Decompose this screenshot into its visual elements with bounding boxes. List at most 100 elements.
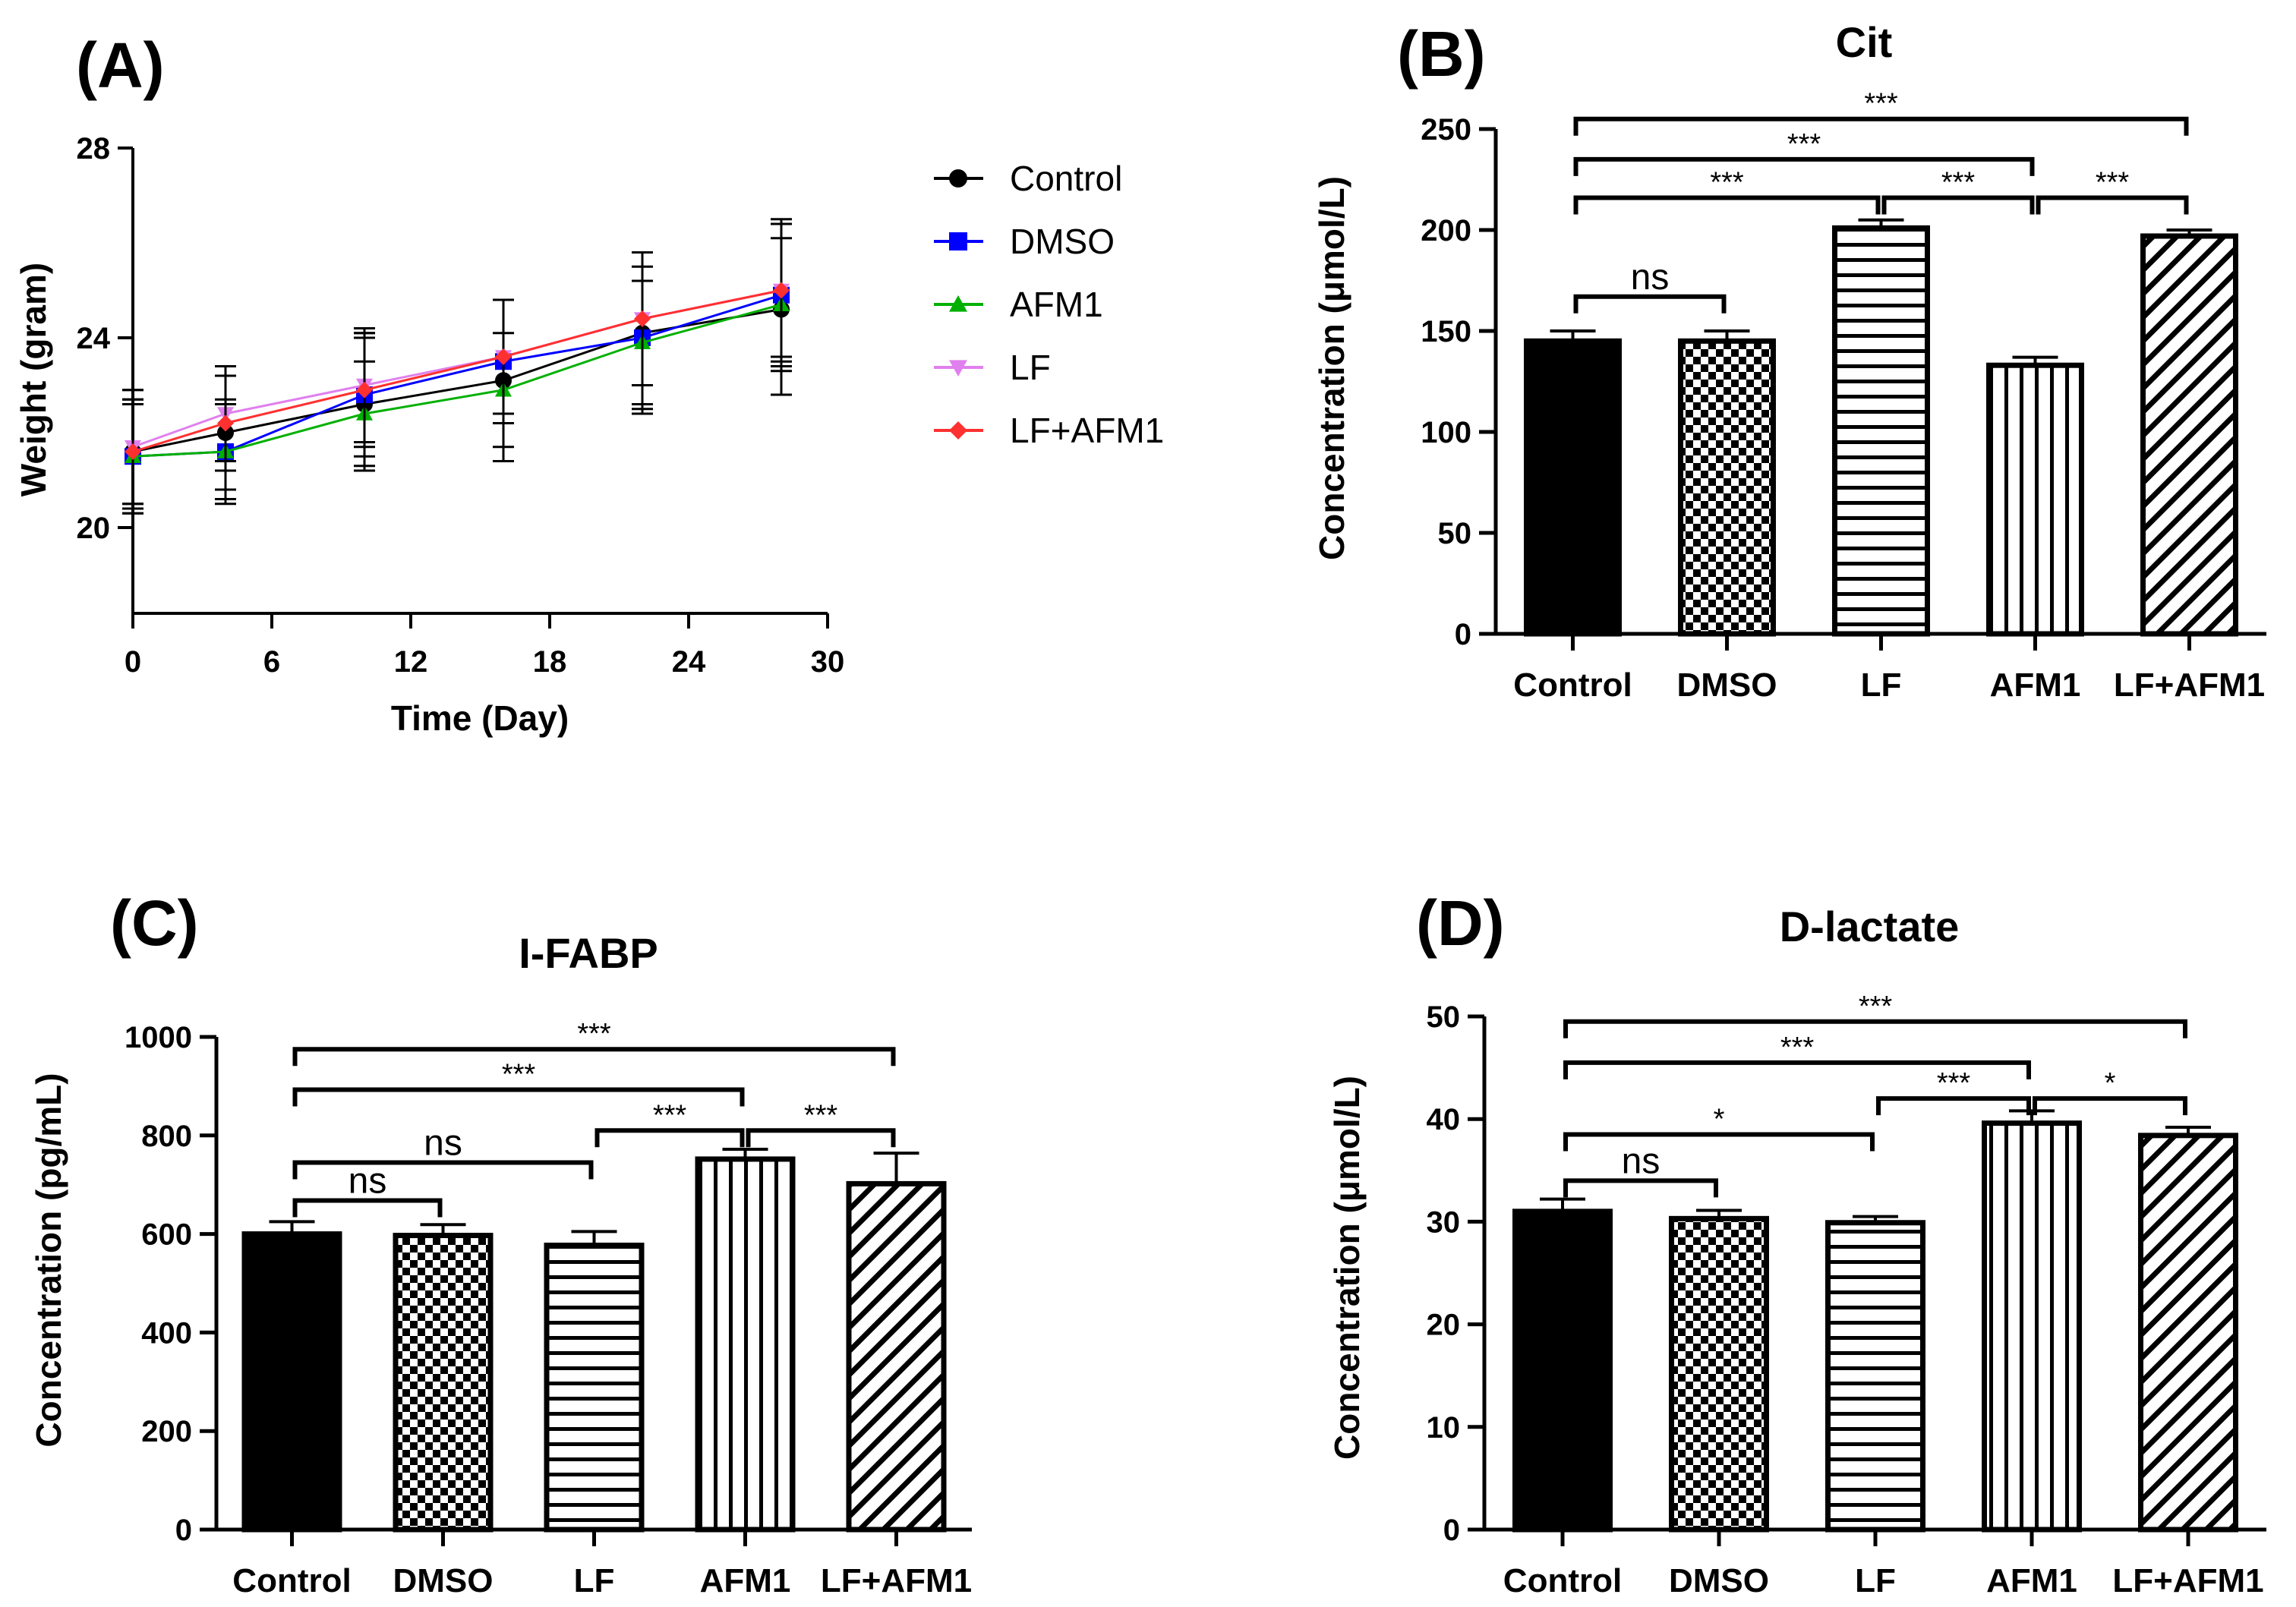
panel-c-category-label: AFM1 xyxy=(700,1562,791,1599)
legend-marker xyxy=(949,232,967,251)
panel-b-ytick-label: 100 xyxy=(1421,416,1471,449)
panel-c-category-label: Control xyxy=(232,1562,351,1599)
panel-c-significance-label: *** xyxy=(577,1018,611,1050)
panel-d-bar-control xyxy=(1512,1208,1613,1533)
panel-d-bar-lf xyxy=(1825,1220,1925,1533)
panel-b-significance-label: *** xyxy=(1864,88,1898,120)
panel-d-significance-bracket xyxy=(1876,1096,2031,1116)
panel-d-category-label: AFM1 xyxy=(1986,1562,2077,1599)
panel-b-letter: (B) xyxy=(1397,18,1486,90)
panel-b-significance-label: *** xyxy=(2096,166,2130,198)
panel-c-significance-label: ns xyxy=(348,1161,387,1201)
panel-c-bar-lf xyxy=(544,1243,645,1533)
panel-b-ytick-label: 200 xyxy=(1421,214,1471,247)
panel-b-bar-lf-afm1 xyxy=(2140,233,2238,637)
panel-a-ytick-label: 28 xyxy=(77,132,111,165)
panel-b-significance-bracket xyxy=(1573,156,2035,176)
panel-c-significance-bracket xyxy=(746,1128,896,1148)
panel-b-bar-control xyxy=(1524,338,1622,637)
panel-c-ytick-label: 600 xyxy=(141,1218,192,1252)
panel-c-significance-label: *** xyxy=(502,1058,536,1090)
panel-a-xlabel: Time (Day) xyxy=(391,698,569,738)
panel-d-ytick-label: 50 xyxy=(1427,1000,1461,1034)
panel-c-category-label: LF+AFM1 xyxy=(821,1562,972,1599)
panel-c-ylabel: Concentration (pg/mL) xyxy=(29,1073,68,1447)
panel-b-significance-bracket xyxy=(1881,195,2035,215)
panel-a-series-line-control xyxy=(132,308,782,453)
panel-c-significance-bracket xyxy=(292,1160,594,1180)
panel-b-category-label: LF+AFM1 xyxy=(2114,666,2265,704)
panel-d-significance-bracket xyxy=(2033,1096,2187,1116)
legend-marker xyxy=(949,169,967,187)
panel-d-category-label: DMSO xyxy=(1669,1562,1769,1599)
legend-marker xyxy=(949,421,967,440)
panel-a-series-line-afm1 xyxy=(132,303,782,458)
panel-b-significance-label: *** xyxy=(1710,166,1744,198)
panel-b-category-label: Control xyxy=(1513,666,1632,704)
chart-b: 0 50 100 150 200 250 Control DMSO LF AFM1 LF+AFM1 n… xyxy=(1421,88,2266,704)
panel-b-ytick-label: 0 xyxy=(1455,618,1471,651)
panel-a-ytick-label: 20 xyxy=(77,512,111,545)
panel-b-category-label: AFM1 xyxy=(1990,666,2081,704)
panel-d-significance-bracket xyxy=(1563,1060,2031,1079)
legend-label: DMSO xyxy=(1010,222,1115,261)
panel-b-title: Cit xyxy=(1836,18,1893,66)
panel-d-category-label: LF+AFM1 xyxy=(2112,1562,2263,1599)
panel-d-bar-lf-afm1 xyxy=(2138,1133,2238,1533)
panel-b-bar-lf xyxy=(1832,225,1930,637)
panel-d-bar-afm1 xyxy=(1982,1120,2082,1533)
panel-b-ytick-label: 50 xyxy=(1438,517,1472,550)
legend-marker xyxy=(949,295,967,312)
panel-c-category-label: LF xyxy=(574,1562,615,1599)
panel-c-bar-control xyxy=(241,1231,342,1533)
panel-b-category-label: LF xyxy=(1861,666,1902,704)
panel-d-significance-bracket xyxy=(1563,1019,2187,1038)
panel-d-ytick-label: 40 xyxy=(1427,1103,1461,1136)
panel-d-significance-label: * xyxy=(2105,1067,2116,1099)
panel-c-ytick-label: 0 xyxy=(175,1514,192,1547)
panel-a-xtick-label: 24 xyxy=(672,645,706,679)
panel-a-letter: (A) xyxy=(76,30,165,101)
panel-d-bar-dmso xyxy=(1669,1215,1769,1533)
panel-d-category-label: LF xyxy=(1855,1562,1896,1599)
panel-d-ytick-label: 30 xyxy=(1427,1205,1461,1239)
panel-a-xtick-label: 18 xyxy=(533,645,567,679)
panel-c-letter: (C) xyxy=(110,887,199,959)
panel-d-significance-bracket xyxy=(1563,1132,1875,1152)
panel-d-significance-label: *** xyxy=(1937,1067,1971,1099)
panel-d-significance-label: ns xyxy=(1622,1141,1660,1181)
panel-b-category-label: DMSO xyxy=(1677,666,1777,704)
panel-c-significance-bracket xyxy=(594,1128,745,1148)
panel-a-point xyxy=(217,414,234,432)
panel-a-ylabel: Weight (gram) xyxy=(14,263,53,496)
panel-a-point xyxy=(773,282,790,299)
panel-d-ylabel: Concentration (μmol/L) xyxy=(1327,1076,1367,1460)
panel-c-significance-label: *** xyxy=(653,1099,687,1131)
panel-c-significance-bracket xyxy=(292,1047,896,1067)
panel-c-ytick-label: 1000 xyxy=(125,1021,192,1054)
chart-c: 0 200 400 600 800 1000 Control DMSO LF AFM1 LF+AFM… xyxy=(125,1018,972,1599)
panel-b-significance-bracket xyxy=(1573,195,1881,215)
panel-a-ytick-label: 24 xyxy=(77,322,111,355)
panel-c-significance-bracket xyxy=(292,1198,443,1218)
legend-label: LF+AFM1 xyxy=(1010,411,1164,450)
panel-a-point xyxy=(634,310,651,327)
panel-d-ytick-label: 10 xyxy=(1427,1411,1461,1445)
panel-a-series-line-lf-afm1 xyxy=(132,289,782,453)
panel-b-significance-bracket xyxy=(1573,294,1727,314)
panel-d-significance-label: *** xyxy=(1780,1032,1815,1063)
panel-b-ylabel: Concentration (μmol/L) xyxy=(1312,176,1351,560)
panel-c-bar-lf-afm1 xyxy=(846,1180,947,1533)
chart-a: 20 24 28 0 6 12 18 24 30 Control DMSO AFM1 LF LF+AFM1 xyxy=(77,132,1165,679)
legend-label: Control xyxy=(1010,159,1122,198)
panel-b-significance-label: *** xyxy=(1787,128,1821,160)
panel-c-bar-afm1 xyxy=(695,1156,796,1533)
panel-a-point xyxy=(125,443,141,460)
panel-c-bar-dmso xyxy=(393,1233,494,1533)
panel-b-ytick-label: 150 xyxy=(1421,315,1471,348)
panel-d-ytick-label: 0 xyxy=(1443,1514,1460,1547)
panel-b-significance-label: ns xyxy=(1631,257,1670,298)
panel-c-significance-bracket xyxy=(292,1087,745,1107)
